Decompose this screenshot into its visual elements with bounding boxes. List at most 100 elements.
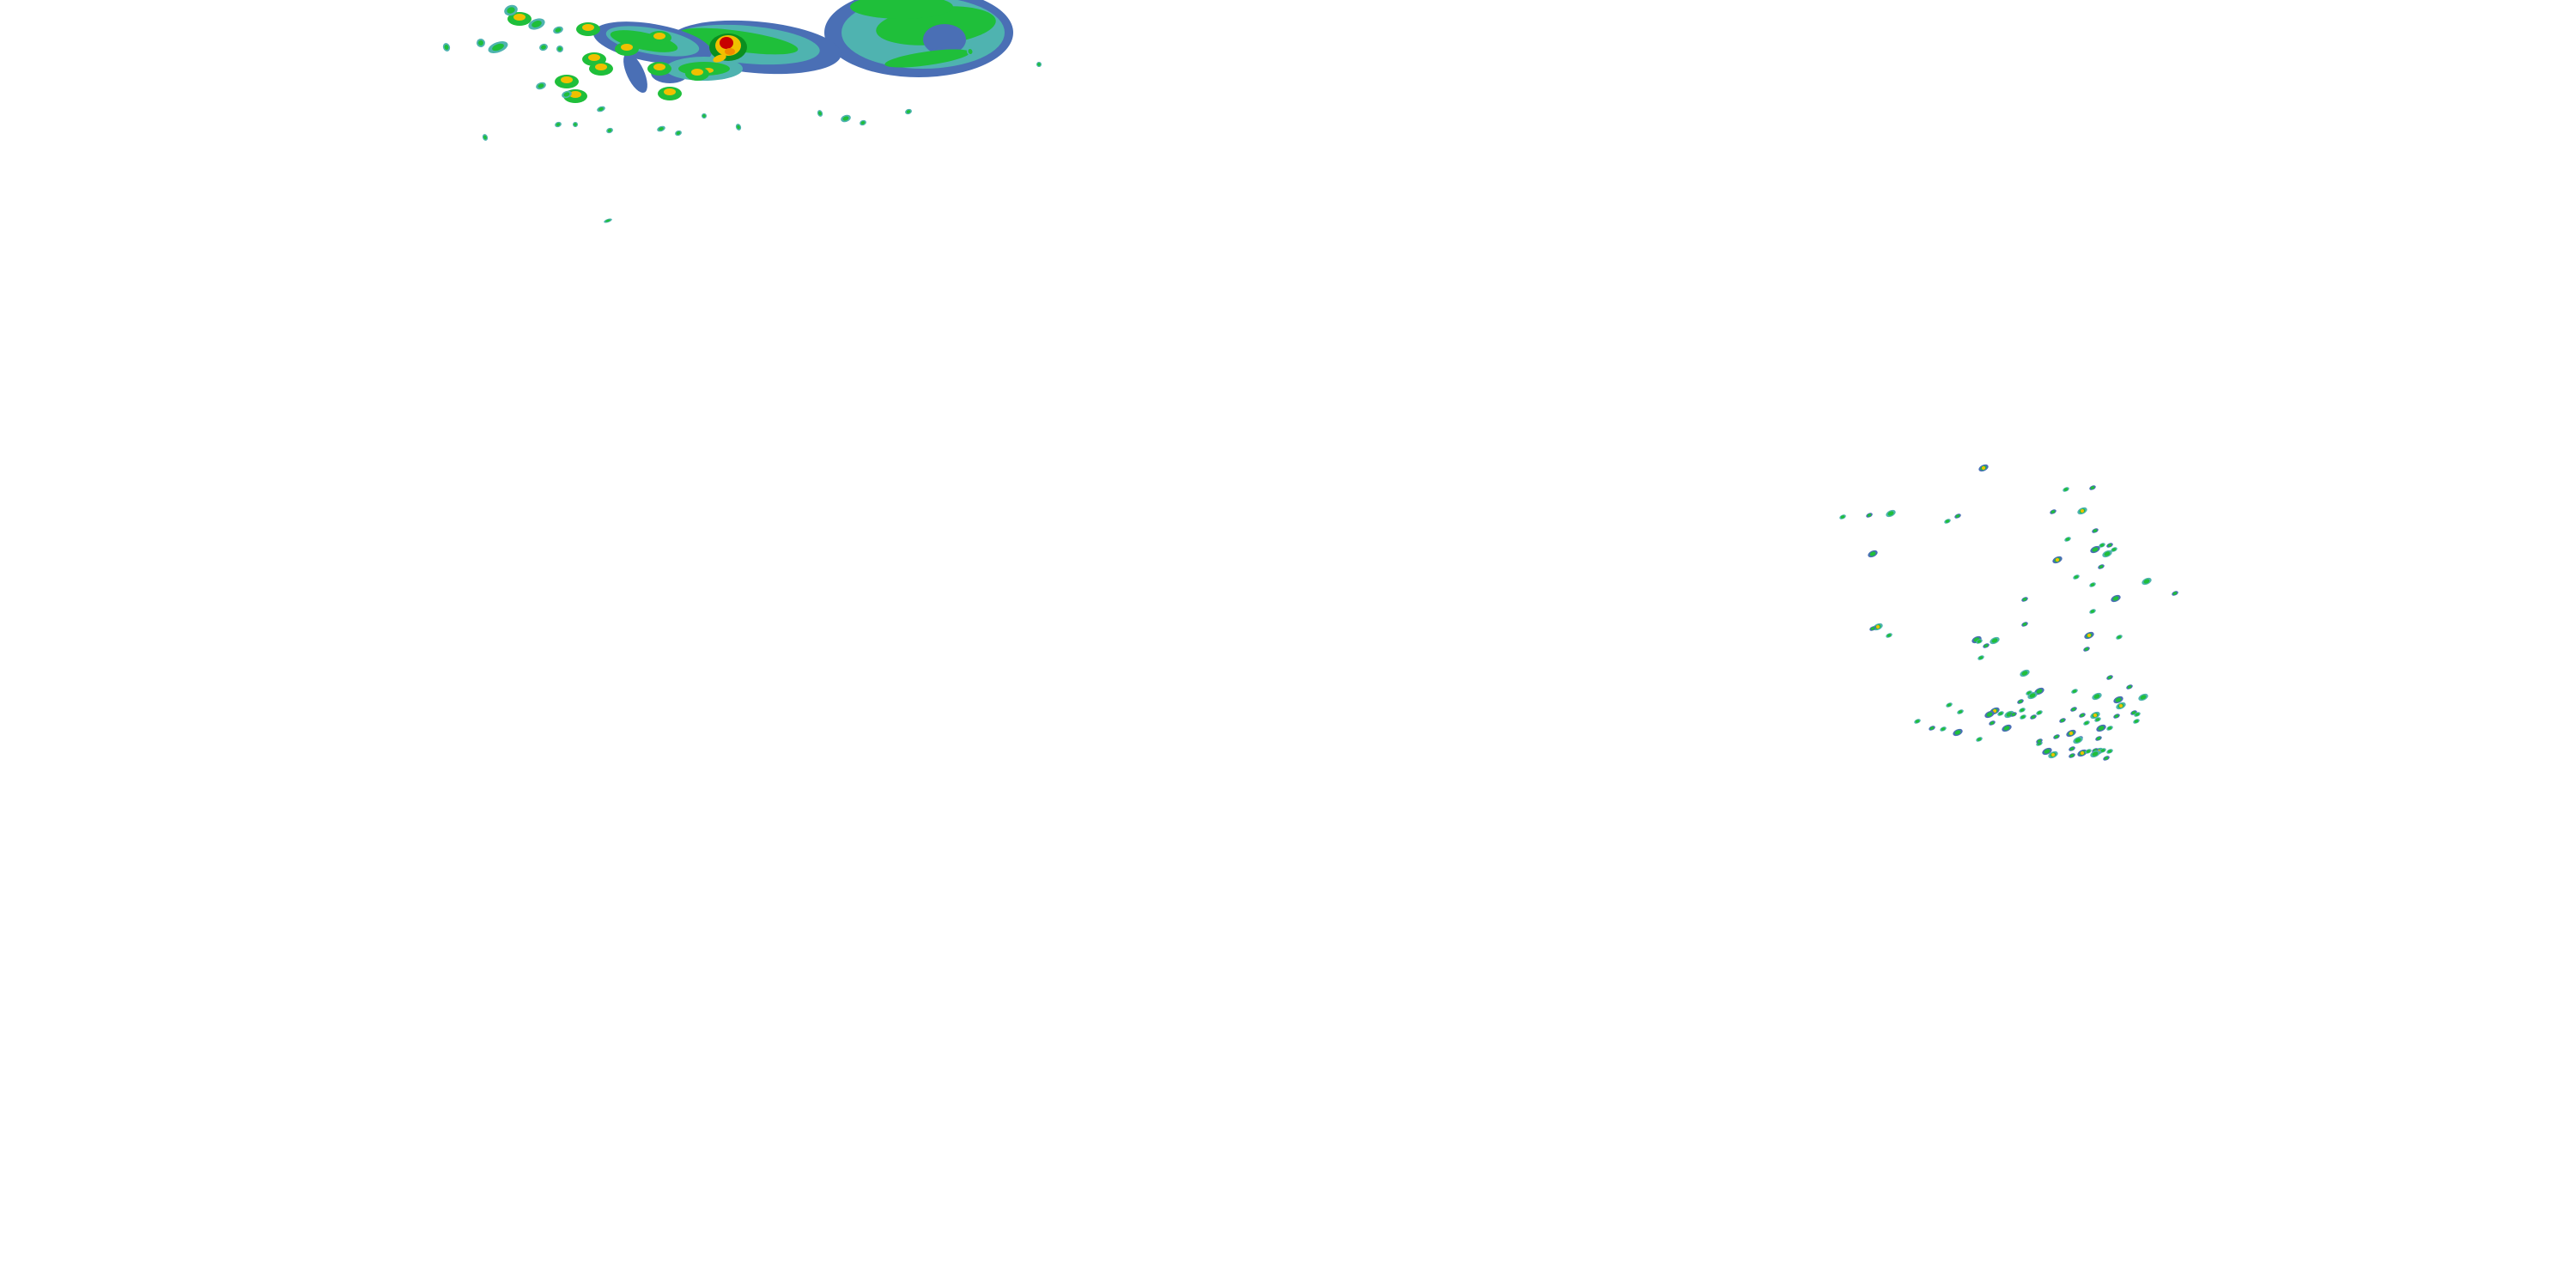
precip-cell: [2093, 694, 2100, 699]
precip-cell: [2104, 551, 2111, 556]
precip-cell: [906, 110, 911, 113]
precip-cell: [2065, 538, 2070, 541]
precip-cell: [1982, 466, 1985, 470]
precip-cell: [702, 114, 706, 118]
precip-cell: [1977, 640, 1982, 643]
precip-cell: [860, 121, 866, 125]
precip-cell: [842, 116, 849, 121]
precip-cell: [557, 46, 562, 52]
precip-cell: [653, 64, 665, 70]
precip-cell: [1984, 644, 1989, 647]
precip-cell: [2080, 714, 2085, 717]
precip-cell: [2037, 711, 2042, 714]
precip-cell: [2135, 713, 2140, 716]
precip-cell: [582, 24, 594, 31]
precip-cell: [1867, 513, 1872, 517]
precip-cell: [659, 127, 664, 131]
precip-cell: [1991, 638, 1998, 643]
precip-cell: [588, 54, 600, 61]
precip-cell: [2021, 671, 2028, 676]
precip-cell: [2084, 721, 2089, 725]
precip-cell: [444, 45, 449, 50]
precip-cell: [2003, 726, 2010, 731]
precip-cell: [884, 49, 970, 68]
precip-cell: [2104, 756, 2109, 760]
storm-cluster-northwest: [442, 0, 1042, 223]
precip-cell: [2092, 751, 2099, 756]
precip-cell: [2054, 735, 2059, 738]
precip-cell: [2036, 689, 2043, 694]
precip-cell: [2092, 547, 2099, 552]
precip-cell: [2107, 726, 2112, 730]
precip-cell: [478, 40, 483, 46]
precip-cell: [556, 123, 561, 126]
precip-cell: [2018, 700, 2023, 703]
precip-cell: [2051, 753, 2055, 756]
precip-cell: [2095, 718, 2100, 721]
precip-cell: [563, 92, 570, 97]
precip-cell: [1915, 720, 1920, 723]
precip-cell: [2037, 739, 2042, 743]
precip-area: [610, 30, 678, 52]
storm-core: [720, 37, 733, 49]
precip-cell: [1978, 656, 1984, 659]
precip-cell: [2050, 510, 2056, 513]
precip-cell: [2022, 598, 2027, 601]
precip-cell: [1886, 634, 1892, 637]
precip-cell: [561, 76, 573, 83]
precip-cell: [713, 54, 726, 63]
precip-cell: [507, 7, 515, 14]
precip-cell: [598, 107, 604, 111]
precip-cell: [483, 135, 487, 140]
precip-cell: [2107, 750, 2112, 753]
precip-cell: [2099, 565, 2104, 568]
precip-cell: [2075, 738, 2081, 743]
precip-cell: [2093, 529, 2098, 532]
precip-cell: [621, 44, 633, 51]
precip-cell: [2114, 714, 2119, 718]
precip-cell: [532, 21, 542, 27]
precip-cell: [2140, 695, 2147, 700]
precip-cell: [2020, 708, 2025, 712]
precip-cell: [2134, 720, 2139, 723]
precip-cell: [2084, 647, 2089, 651]
precip-cell: [2069, 754, 2075, 757]
precip-cell: [2031, 715, 2036, 719]
precip-cell: [2074, 575, 2079, 579]
precip-cell: [2107, 676, 2112, 679]
precip-cell: [2115, 697, 2122, 702]
precip-cell: [737, 125, 740, 130]
precip-cell: [2090, 610, 2095, 613]
precip-cell: [2100, 749, 2105, 752]
precip-cell: [2071, 708, 2076, 711]
precip-cell: [569, 91, 581, 98]
precip-cell: [653, 33, 665, 39]
precip-cell: [1998, 712, 2003, 715]
precip-cell: [2029, 693, 2036, 698]
precip-cell: [492, 43, 504, 52]
precip-cell: [2143, 579, 2150, 584]
precip-cell: [555, 27, 562, 33]
precip-cell: [1840, 515, 1845, 519]
precip-cell: [676, 131, 681, 135]
precip-cell: [2069, 732, 2073, 735]
precip-cell: [725, 48, 735, 55]
precip-cell: [1954, 730, 1961, 735]
precip-cell: [607, 129, 612, 132]
precip-cell: [1929, 726, 1935, 730]
precip-cell: [1977, 738, 1982, 741]
precip-cell: [1986, 712, 1993, 717]
precip-cell: [1945, 519, 1950, 523]
precip-cell: [2072, 690, 2077, 693]
precip-cell: [1958, 710, 1963, 714]
precip-cell: [2020, 715, 2026, 719]
precip-cell: [1955, 514, 1960, 518]
precip-cell: [595, 64, 607, 70]
precip-cell: [541, 45, 546, 50]
precip-cell: [1037, 63, 1041, 66]
precip-cell: [2112, 596, 2119, 601]
precip-cell: [2063, 488, 2069, 491]
precip-cell: [2172, 592, 2178, 595]
precip-cell: [574, 123, 577, 126]
precip-cell: [538, 83, 544, 88]
